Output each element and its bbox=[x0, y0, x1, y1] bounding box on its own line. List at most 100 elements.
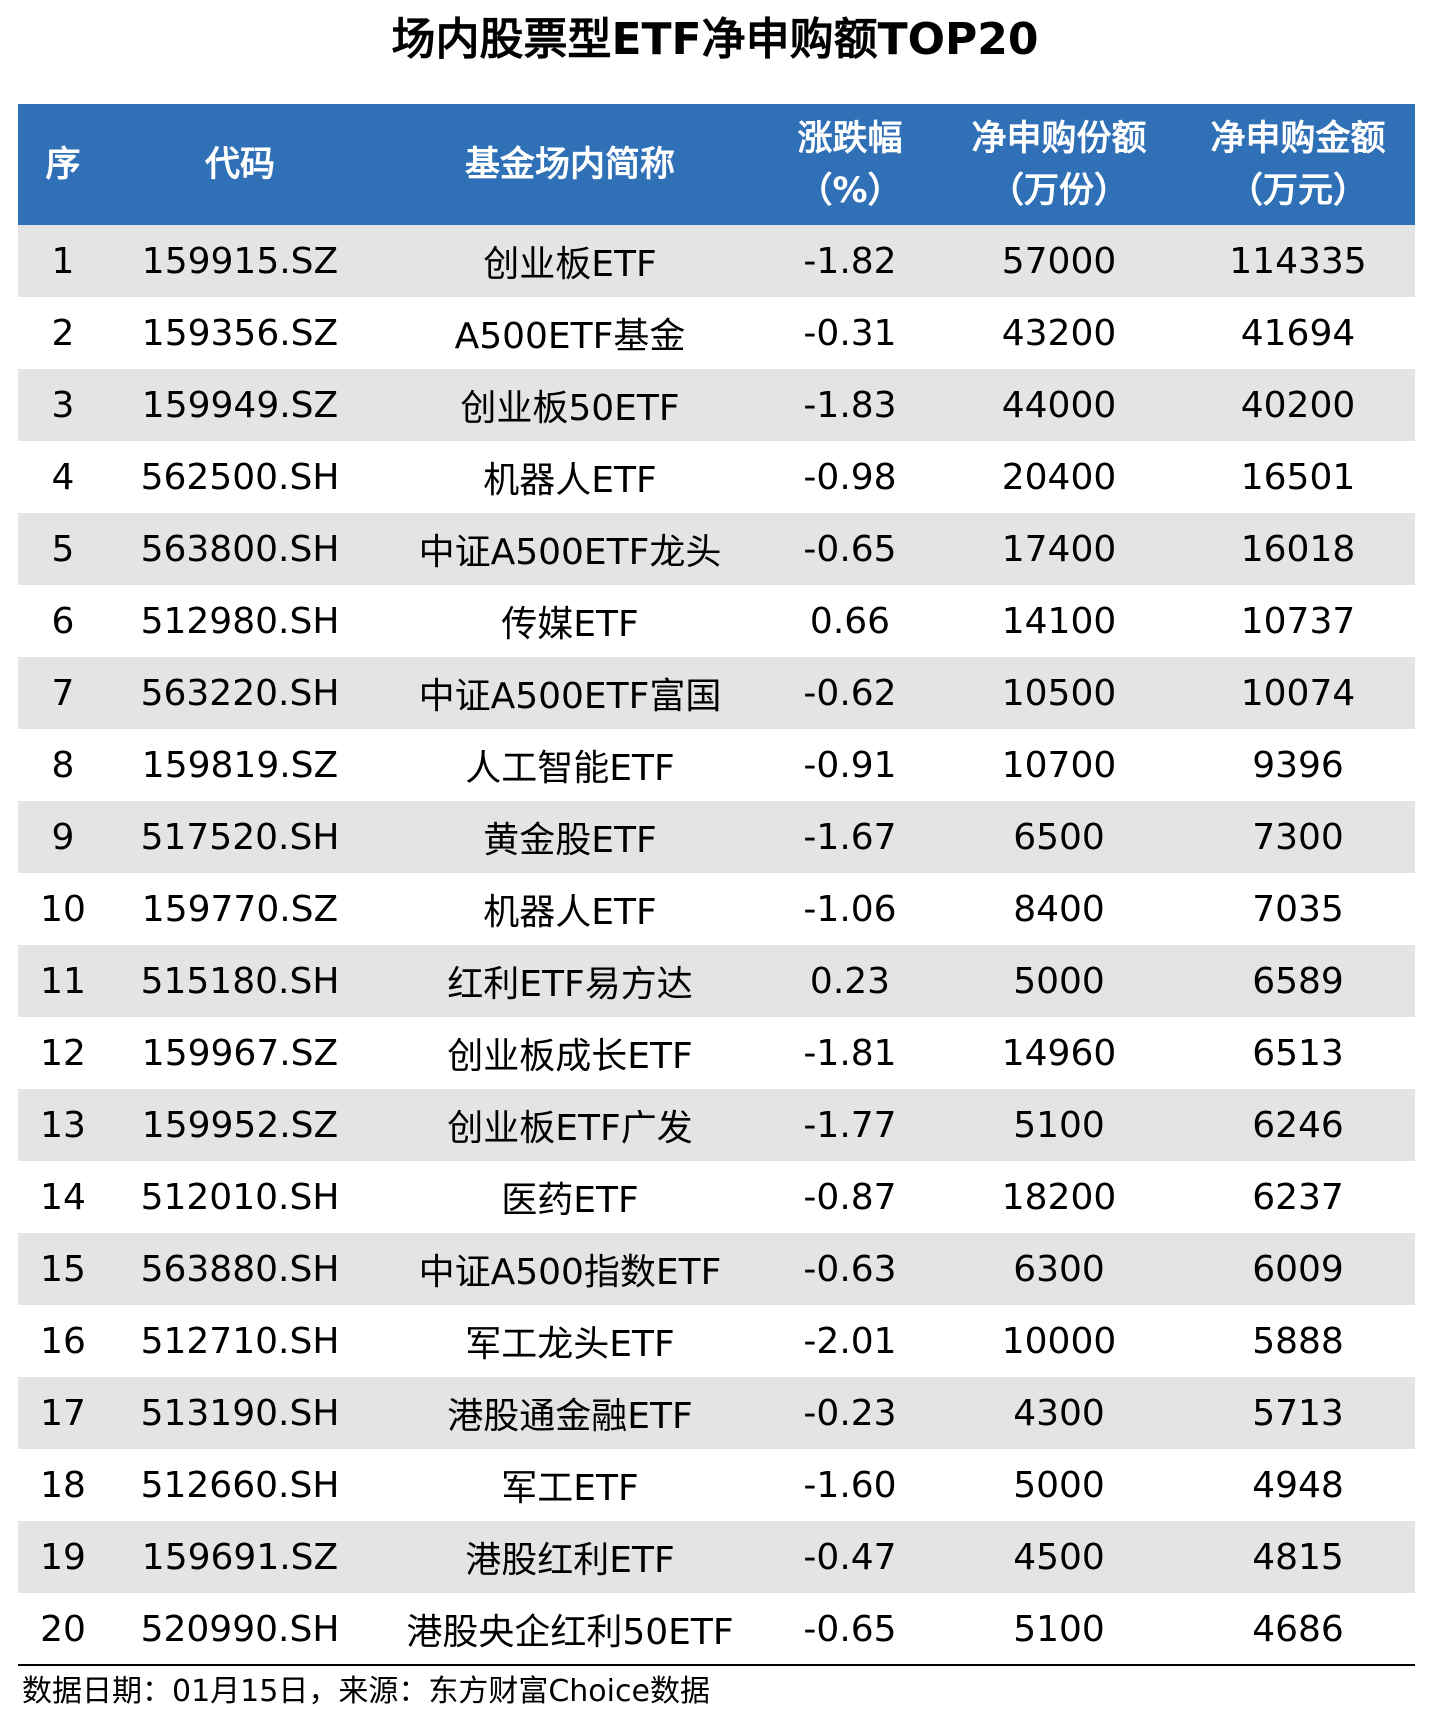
footer: 数据日期：01月15日，来源：东方财富Choice数据 bbox=[22, 1674, 710, 1709]
table-cell: -1.82 bbox=[803, 240, 897, 282]
header-text: 基金场内简称 bbox=[464, 144, 675, 185]
table-cell: 41694 bbox=[1240, 312, 1356, 354]
table-cell: 红利ETF易方达 bbox=[447, 964, 693, 1005]
header-cell: 代码 bbox=[110, 104, 370, 225]
table-cell: 43200 bbox=[1001, 312, 1117, 354]
table-cell: -0.65 bbox=[803, 528, 897, 570]
table-row: 8 159819.SZ 人工智能ETF -0.91 10700 9396 bbox=[18, 729, 1415, 801]
table-cell: -1.83 bbox=[803, 384, 897, 426]
table-cell: -0.91 bbox=[803, 744, 897, 786]
table-cell: 512010.SH bbox=[140, 1176, 340, 1218]
table-cell: 4686 bbox=[1252, 1608, 1344, 1650]
table-cell: -0.47 bbox=[803, 1536, 897, 1578]
header-cell: 序 bbox=[23, 104, 103, 225]
table-row: 17 513190.SH 港股通金融ETF -0.23 4300 5713 bbox=[18, 1377, 1415, 1449]
table-cell: 18200 bbox=[1001, 1176, 1117, 1218]
table-cell: 7035 bbox=[1252, 888, 1344, 930]
table-cell: 创业板成长ETF bbox=[447, 1036, 693, 1077]
table-cell: 10700 bbox=[1001, 744, 1117, 786]
table-cell: 人工智能ETF bbox=[465, 748, 675, 789]
table-row: 16 512710.SH 军工龙头ETF -2.01 10000 5888 bbox=[18, 1305, 1415, 1377]
table-cell: -0.98 bbox=[803, 456, 897, 498]
table-cell: 512980.SH bbox=[140, 600, 340, 642]
header-cell: 涨跌幅 （%） bbox=[750, 104, 950, 225]
table-cell: 159952.SZ bbox=[141, 1104, 339, 1146]
table-cell: 4300 bbox=[1013, 1392, 1105, 1434]
table-cell: 44000 bbox=[1001, 384, 1117, 426]
table-cell: 563220.SH bbox=[140, 672, 340, 714]
table-cell: 11 bbox=[40, 960, 86, 1002]
table-cell: 港股红利ETF bbox=[465, 1540, 675, 1581]
table-cell: 港股央企红利50ETF bbox=[406, 1612, 734, 1653]
table-cell: 159819.SZ bbox=[141, 744, 339, 786]
table-cell: 520990.SH bbox=[140, 1608, 340, 1650]
table-cell: 5888 bbox=[1252, 1320, 1344, 1362]
table-cell: 3 bbox=[51, 384, 75, 426]
table-cell: 0.23 bbox=[809, 960, 891, 1002]
table-cell: 医药ETF bbox=[501, 1180, 639, 1221]
table-cell: 6513 bbox=[1252, 1032, 1344, 1074]
header-text: 代码 bbox=[204, 144, 275, 185]
table-cell: 563880.SH bbox=[140, 1248, 340, 1290]
table-cell: 159915.SZ bbox=[141, 240, 339, 282]
table-row: 20 520990.SH 港股央企红利50ETF -0.65 5100 4686 bbox=[18, 1593, 1415, 1665]
table-cell: 10 bbox=[40, 888, 86, 930]
table-cell: A500ETF基金 bbox=[454, 316, 686, 357]
table-row: 19 159691.SZ 港股红利ETF -0.47 4500 4815 bbox=[18, 1521, 1415, 1593]
table-cell: 10500 bbox=[1001, 672, 1117, 714]
table-cell: 传媒ETF bbox=[501, 604, 639, 645]
table-row: 6 512980.SH 传媒ETF 0.66 14100 10737 bbox=[18, 585, 1415, 657]
table-cell: 512660.SH bbox=[140, 1464, 340, 1506]
table-cell: 创业板50ETF bbox=[460, 388, 680, 429]
table-cell: 军工ETF bbox=[501, 1468, 639, 1509]
table-cell: 6500 bbox=[1013, 816, 1105, 858]
table-cell: 57000 bbox=[1001, 240, 1117, 282]
table-cell: -1.67 bbox=[803, 816, 897, 858]
table-cell: 562500.SH bbox=[140, 456, 340, 498]
table-cell: -0.63 bbox=[803, 1248, 897, 1290]
table-cell: 9 bbox=[51, 816, 75, 858]
footer-rule bbox=[18, 1664, 1415, 1666]
table-cell: 军工龙头ETF bbox=[465, 1324, 675, 1365]
table-cell: 黄金股ETF bbox=[483, 820, 657, 861]
table-cell: 6589 bbox=[1252, 960, 1344, 1002]
table-row: 10 159770.SZ 机器人ETF -1.06 8400 7035 bbox=[18, 873, 1415, 945]
table-cell: 114335 bbox=[1229, 240, 1367, 282]
table: 序 代码 基金场内简称 涨跌幅 （%） 净申购份额 （万份） 净申购金额 （万元） 1 159915… bbox=[18, 104, 1415, 1665]
table-cell: 机器人ETF bbox=[483, 460, 657, 501]
header-row: 序 代码 基金场内简称 涨跌幅 （%） 净申购份额 （万份） 净申购金额 （万元） bbox=[18, 104, 1415, 225]
table-cell: 港股通金融ETF bbox=[447, 1396, 693, 1437]
table-cell: 8 bbox=[51, 744, 75, 786]
table-cell: 20 bbox=[40, 1608, 86, 1650]
table-cell: 512710.SH bbox=[140, 1320, 340, 1362]
table-cell: 159770.SZ bbox=[141, 888, 339, 930]
table-cell: 7 bbox=[51, 672, 75, 714]
table-cell: 17 bbox=[40, 1392, 86, 1434]
table-cell: 16018 bbox=[1240, 528, 1356, 570]
header-text: 序 bbox=[45, 144, 81, 185]
table-cell: -0.87 bbox=[803, 1176, 897, 1218]
table-row: 2 159356.SZ A500ETF基金 -0.31 43200 41694 bbox=[18, 297, 1415, 369]
table-cell: -0.23 bbox=[803, 1392, 897, 1434]
table-cell: 机器人ETF bbox=[483, 892, 657, 933]
table-cell: 10737 bbox=[1240, 600, 1356, 642]
table-cell: -0.62 bbox=[803, 672, 897, 714]
table-cell: 5100 bbox=[1013, 1104, 1105, 1146]
table-cell: 15 bbox=[40, 1248, 86, 1290]
table-cell: 10074 bbox=[1240, 672, 1356, 714]
table-cell: 创业板ETF bbox=[483, 244, 657, 285]
table-row: 11 515180.SH 红利ETF易方达 0.23 5000 6589 bbox=[18, 945, 1415, 1017]
table-cell: 9396 bbox=[1252, 744, 1344, 786]
header-text: （万份） bbox=[988, 170, 1129, 211]
table-cell: 5000 bbox=[1013, 960, 1105, 1002]
table-cell: 4948 bbox=[1252, 1464, 1344, 1506]
header-cell: 基金场内简称 bbox=[380, 104, 760, 225]
table-cell: 13 bbox=[40, 1104, 86, 1146]
table-cell: 5000 bbox=[1013, 1464, 1105, 1506]
table-cell: 0.66 bbox=[809, 600, 891, 642]
header-text: 净申购金额 bbox=[1210, 118, 1386, 159]
table-cell: 14 bbox=[40, 1176, 86, 1218]
table-row: 12 159967.SZ 创业板成长ETF -1.81 14960 6513 bbox=[18, 1017, 1415, 1089]
header-cell: 净申购份额 （万份） bbox=[949, 104, 1169, 225]
